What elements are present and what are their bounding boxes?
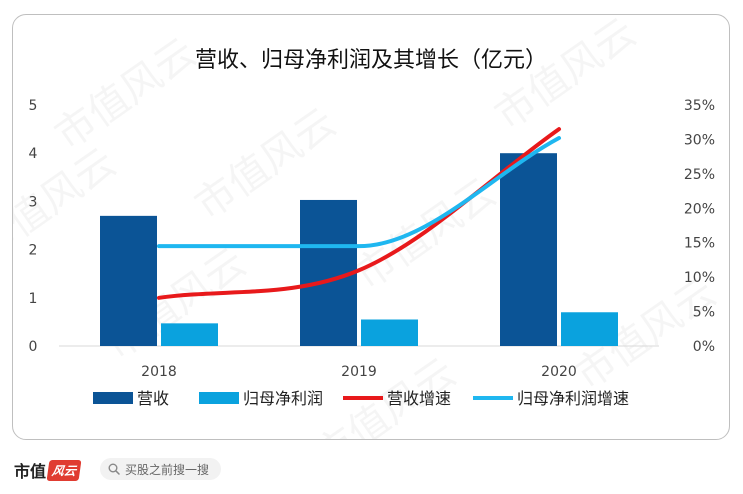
search-icon	[108, 463, 120, 475]
y-right-tick-label: 0%	[693, 339, 715, 355]
search-bar[interactable]: 买股之前搜一搜	[100, 458, 222, 480]
bar-revenue	[100, 215, 157, 346]
chart: 营收、归母净利润及其增长（亿元） 0 1 2 3 4 5 0% 5% 10% 15% 20% 25% 3…	[29, 48, 715, 408]
chart-card: 市值风云 市值风云 市值风云 市值风云 市值风云 市值风云 市值风云 市值风云 营收、归母净利…	[12, 14, 730, 440]
brand-logo[interactable]: 市值 风云	[14, 458, 82, 482]
legend-label: 归母净利润	[243, 389, 323, 408]
y-right-tick-label: 25%	[684, 167, 715, 183]
legend-swatch	[93, 392, 133, 404]
y-right-tick-label: 20%	[684, 201, 715, 217]
y-right-tick-label: 30%	[684, 132, 715, 148]
y-right-tick-label: 15%	[684, 236, 715, 252]
brand-text: 市值	[14, 462, 47, 481]
bar-net-profit	[161, 323, 218, 346]
x-tick-label: 2020	[541, 364, 577, 380]
footer-bar: 市值 风云 买股之前搜一搜	[0, 446, 743, 494]
y-left-tick-label: 1	[29, 291, 38, 307]
search-placeholder: 买股之前搜一搜	[125, 462, 210, 477]
y-left-tick-label: 3	[29, 194, 38, 210]
y-left-tick-label: 0	[29, 339, 38, 355]
x-tick-label: 2019	[341, 364, 377, 380]
line-revenue-growth	[157, 127, 561, 300]
legend-swatch	[199, 392, 239, 404]
x-tick-label: 2018	[141, 364, 177, 380]
y-right-tick-label: 10%	[684, 270, 715, 286]
y-right-tick-label: 5%	[693, 305, 715, 321]
line-net-profit-growth	[157, 136, 561, 249]
legend-label: 营收增速	[387, 389, 451, 408]
legend-item[interactable]: 营收增速	[343, 389, 451, 408]
y-right-tick-label: 35%	[684, 98, 715, 114]
legend-item[interactable]: 归母净利润	[199, 389, 323, 408]
bar-net-profit	[561, 312, 618, 346]
legend-label: 归母净利润增速	[517, 389, 629, 408]
brand-mark: 风云	[46, 459, 82, 481]
legend-item[interactable]: 归母净利润增速	[473, 389, 629, 408]
chart-title: 营收、归母净利润及其增长（亿元）	[195, 48, 547, 73]
legend-item[interactable]: 营收	[93, 389, 169, 408]
y-left-tick-label: 5	[29, 98, 38, 114]
y-left-tick-label: 4	[29, 146, 38, 162]
y-left-tick-label: 2	[29, 243, 38, 259]
bar-revenue	[500, 153, 557, 346]
legend-label: 营收	[137, 389, 169, 408]
bar-net-profit	[361, 319, 418, 346]
